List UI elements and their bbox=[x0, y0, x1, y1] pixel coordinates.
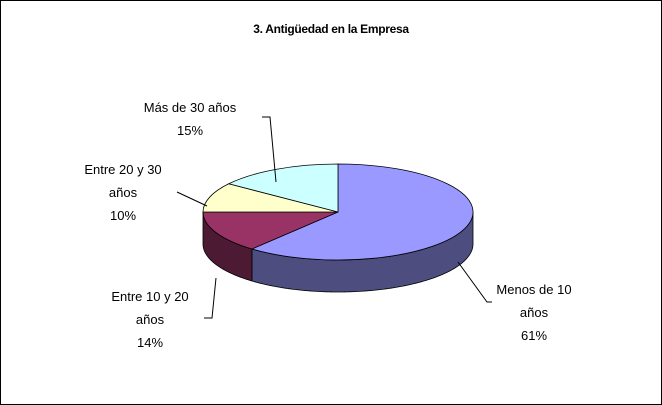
category-label: Entre 10 y 20 años bbox=[111, 289, 189, 327]
category-label: Entre 20 y 30 años bbox=[84, 162, 162, 200]
category-label: Más de 30 años bbox=[143, 100, 237, 115]
leader-lines bbox=[176, 116, 492, 319]
value-label: 10% bbox=[109, 208, 137, 223]
pie bbox=[202, 163, 474, 293]
leader-line bbox=[176, 191, 208, 207]
slice bbox=[250, 163, 474, 261]
slice-label: Más de 30 años 15% bbox=[130, 96, 250, 142]
value-label: 61% bbox=[520, 328, 548, 343]
chart-title: 3. Antigüedad en la Empresa bbox=[253, 22, 409, 36]
category-label: Menos de 10 años bbox=[496, 282, 572, 320]
slice bbox=[202, 183, 339, 213]
slice-label: Entre 10 y 20 años 14% bbox=[100, 285, 200, 354]
value-label: 14% bbox=[136, 335, 164, 350]
leader-line bbox=[457, 261, 492, 303]
value-label: 15% bbox=[176, 123, 204, 138]
slice-label: Menos de 10 años 61% bbox=[488, 278, 580, 347]
leader-line bbox=[204, 277, 217, 319]
slice bbox=[227, 163, 339, 213]
leader-line bbox=[262, 116, 277, 183]
slice bbox=[202, 211, 339, 250]
slice-label: Entre 20 y 30 años 10% bbox=[73, 158, 173, 227]
